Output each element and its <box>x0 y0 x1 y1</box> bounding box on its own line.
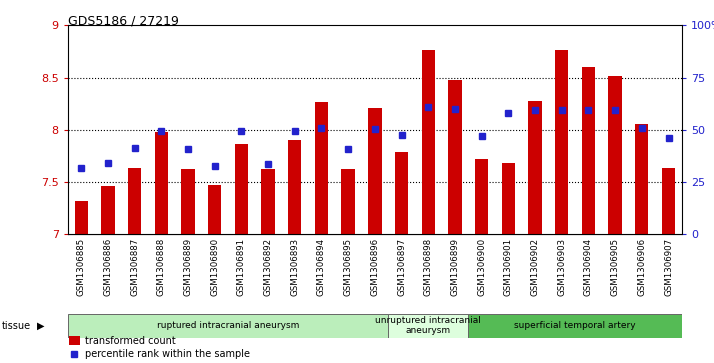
Bar <box>421 50 435 234</box>
FancyBboxPatch shape <box>468 314 682 338</box>
Bar <box>315 102 328 234</box>
Bar <box>635 123 648 234</box>
Text: GDS5186 / 27219: GDS5186 / 27219 <box>68 15 178 28</box>
Text: percentile rank within the sample: percentile rank within the sample <box>85 349 250 359</box>
Bar <box>74 201 88 234</box>
Bar <box>395 152 408 234</box>
Bar <box>181 170 195 234</box>
Text: unruptured intracranial
aneurysm: unruptured intracranial aneurysm <box>376 316 481 335</box>
Bar <box>235 144 248 234</box>
Text: GSM1306890: GSM1306890 <box>210 238 219 296</box>
Text: GSM1306904: GSM1306904 <box>584 238 593 296</box>
Text: ▶: ▶ <box>37 321 45 331</box>
Bar <box>448 79 462 234</box>
Text: GSM1306905: GSM1306905 <box>610 238 620 296</box>
Text: GSM1306902: GSM1306902 <box>531 238 540 296</box>
Bar <box>261 170 275 234</box>
Bar <box>555 50 568 234</box>
Bar <box>155 132 168 234</box>
Text: GSM1306896: GSM1306896 <box>371 238 379 296</box>
Text: GSM1306899: GSM1306899 <box>451 238 459 296</box>
Bar <box>502 163 515 234</box>
Text: GSM1306889: GSM1306889 <box>183 238 193 296</box>
Text: GSM1306897: GSM1306897 <box>397 238 406 296</box>
Text: GSM1306888: GSM1306888 <box>157 238 166 296</box>
FancyBboxPatch shape <box>68 314 388 338</box>
Bar <box>69 336 80 346</box>
Bar <box>608 76 622 234</box>
Text: GSM1306895: GSM1306895 <box>343 238 353 296</box>
Text: GSM1306907: GSM1306907 <box>664 238 673 296</box>
Text: GSM1306903: GSM1306903 <box>557 238 566 296</box>
Bar <box>368 108 381 234</box>
Text: GSM1306885: GSM1306885 <box>76 238 86 296</box>
Text: ruptured intracranial aneurysm: ruptured intracranial aneurysm <box>157 321 299 330</box>
Bar <box>662 168 675 234</box>
Text: GSM1306891: GSM1306891 <box>237 238 246 296</box>
Text: GSM1306901: GSM1306901 <box>504 238 513 296</box>
FancyBboxPatch shape <box>388 314 468 338</box>
Text: GSM1306886: GSM1306886 <box>104 238 112 296</box>
Text: GSM1306906: GSM1306906 <box>638 238 646 296</box>
Bar <box>528 101 542 234</box>
Text: GSM1306887: GSM1306887 <box>130 238 139 296</box>
Text: GSM1306898: GSM1306898 <box>423 238 433 296</box>
Text: GSM1306893: GSM1306893 <box>291 238 299 296</box>
Bar <box>475 159 488 234</box>
Text: transformed count: transformed count <box>85 335 176 346</box>
Text: superficial temporal artery: superficial temporal artery <box>514 321 636 330</box>
Bar <box>341 170 355 234</box>
Bar <box>128 168 141 234</box>
Text: GSM1306894: GSM1306894 <box>317 238 326 296</box>
Bar <box>288 140 301 234</box>
Text: tissue: tissue <box>1 321 31 331</box>
Text: GSM1306900: GSM1306900 <box>477 238 486 296</box>
Bar <box>101 186 114 234</box>
Bar <box>208 185 221 234</box>
Bar <box>582 67 595 234</box>
Text: GSM1306892: GSM1306892 <box>263 238 273 296</box>
